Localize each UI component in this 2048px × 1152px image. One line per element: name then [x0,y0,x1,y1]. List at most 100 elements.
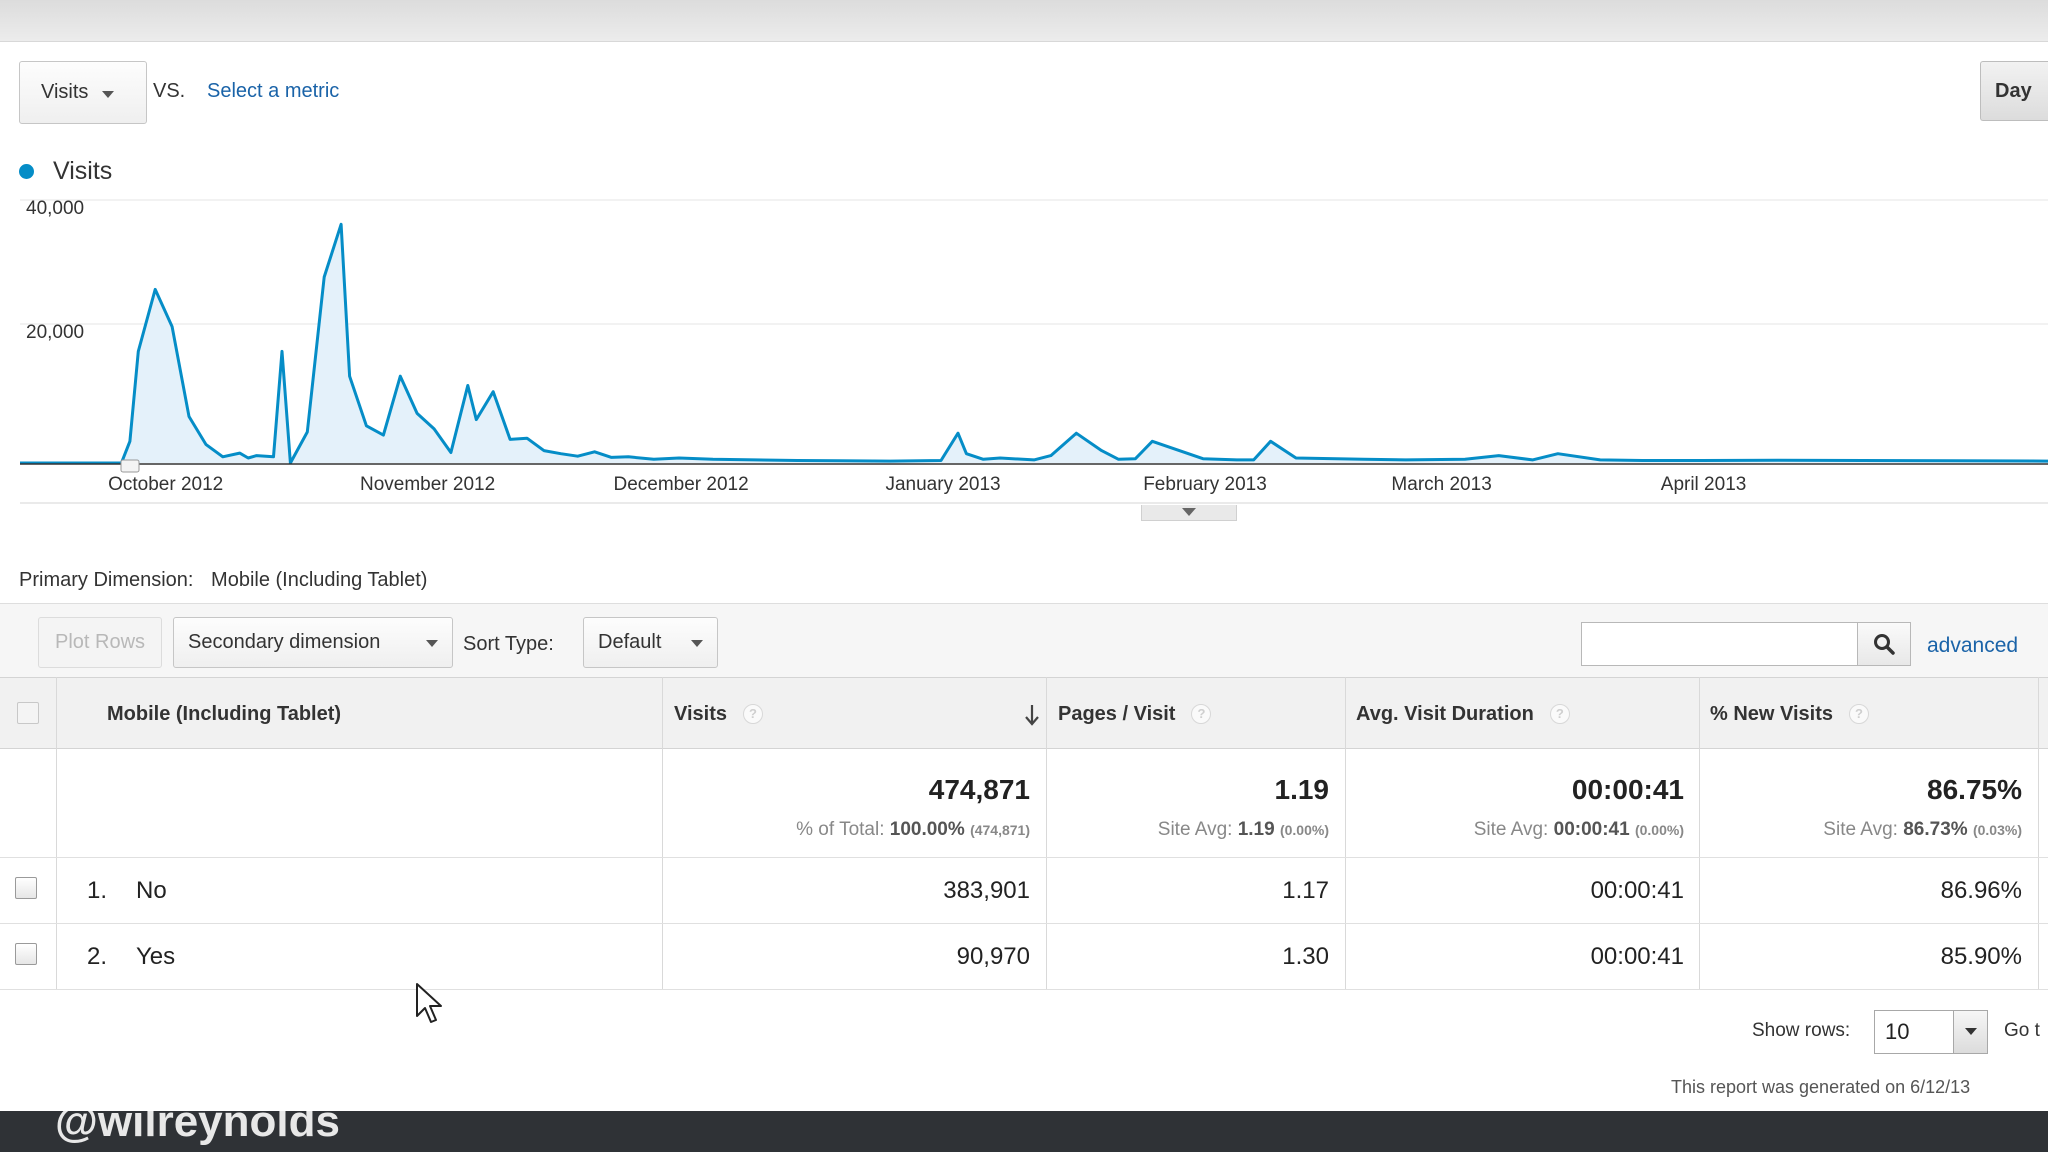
table-search-input[interactable] [1581,622,1858,666]
total-visits-sub-label: % of Total: [796,819,885,840]
help-icon[interactable]: ? [1849,704,1870,724]
row-visits: 90,970 [956,943,1030,970]
x-tick-label: December 2012 [613,474,748,495]
collapse-arrow-icon [1182,508,1196,516]
column-header-dimension[interactable]: Mobile (Including Tablet) [107,678,341,750]
mouse-cursor-icon [416,983,442,1023]
row-index: 1. [87,877,108,904]
row-avg-duration: 00:00:41 [1590,877,1684,904]
total-duration-sub-value: 00:00:41 [1553,819,1630,840]
x-tick-label: October 2012 [108,474,223,495]
search-button[interactable] [1857,622,1911,666]
vs-label: VS. [153,80,186,102]
help-icon[interactable]: ? [743,704,763,724]
total-duration-sub-extra: (0.00%) [1634,822,1684,838]
help-icon[interactable]: ? [1549,704,1570,724]
watermark-text: @wilreynolds [55,1111,340,1146]
browser-top-strip [0,0,2048,42]
row-visits: 383,901 [943,877,1030,904]
row-avg-duration: 00:00:41 [1590,943,1684,970]
row-dimension-link[interactable]: Yes [136,943,176,970]
visits-series-area [20,224,2048,463]
select-all-checkbox[interactable] [17,702,39,724]
row-checkbox[interactable] [15,877,37,899]
column-divider [56,677,57,990]
sort-descending-icon [1025,705,1039,726]
column-divider [1699,677,1700,990]
show-rows-label: Show rows: [1752,1020,1851,1041]
row-new-visits: 86.96% [1940,877,2022,904]
dropdown-arrow-icon [1953,1011,1987,1053]
secondary-dimension-dropdown[interactable]: Secondary dimension [173,617,453,668]
column-header-avg-visit-duration-label: Avg. Visit Duration [1356,702,1534,725]
column-header-new-visits[interactable]: % New Visits ? [1710,678,1870,750]
metric-dropdown-label: Visits [41,81,89,103]
sort-type-label: Sort Type: [463,633,554,655]
total-pages-sub: Site Avg: 1.19 (0.00%) [1158,819,1329,841]
total-visits-sub: % of Total: 100.00% (474,871) [796,819,1030,841]
secondary-dimension-label: Secondary dimension [188,631,381,653]
y-tick-label: 20,000 [26,322,84,343]
x-tick-label: November 2012 [360,474,495,495]
legend-dot-icon [19,164,34,179]
show-rows-value: 10 [1885,1019,1910,1044]
primary-dimension-value: Mobile (Including Tablet) [211,569,428,591]
chart-collapse-toggle[interactable] [1141,505,1237,521]
total-duration-sub-label: Site Avg: [1473,819,1549,840]
column-header-visits-label: Visits [674,702,727,725]
row-pages-visit: 1.17 [1282,877,1329,904]
advanced-link[interactable]: advanced [1927,634,2019,657]
x-tick-label: February 2013 [1143,474,1267,495]
table-header: Mobile (Including Tablet) Visits ? Pages… [0,677,2048,749]
total-new-visits: 86.75% [1927,774,2022,805]
y-tick-label: 40,000 [26,198,84,219]
column-header-pages-visit[interactable]: Pages / Visit ? [1058,678,1212,750]
total-new-sub-extra: (0.03%) [1972,822,2022,838]
total-new-sub-label: Site Avg: [1823,819,1898,840]
x-tick-label: January 2013 [885,474,1000,495]
total-new-visits-sub: Site Avg: 86.73% (0.03%) [1823,819,2022,841]
total-new-sub-value: 86.73% [1903,819,1968,840]
column-header-pages-visit-label: Pages / Visit [1058,702,1176,725]
row-new-visits: 85.90% [1940,943,2022,970]
report-generated-note: This report was generated on 6/12/13 [1671,1077,1971,1097]
total-pages-visit: 1.19 [1274,774,1330,805]
total-pages-sub-extra: (0.00%) [1279,822,1329,838]
total-pages-sub-value: 1.19 [1237,819,1275,840]
chevron-down-icon [691,640,703,647]
total-visits-sub-value: 100.00% [889,819,965,840]
chevron-down-icon [426,640,438,647]
x-tick-label: March 2013 [1391,474,1491,495]
visits-series-line [20,222,2048,465]
presenter-bar: @wilreynolds [0,1111,2048,1152]
visits-chart: 40,000 20,000 October 2012 November 2012 Dec… [20,198,2048,504]
total-visits-sub-extra: (474,871) [970,822,1030,838]
column-header-visits[interactable]: Visits ? [674,678,1044,750]
row-divider [0,923,2048,924]
plot-rows-button[interactable]: Plot Rows [38,617,162,668]
goto-label: Go t [2004,1020,2040,1041]
total-avg-duration: 00:00:41 [1571,774,1684,805]
sort-type-value: Default [598,631,662,653]
chevron-down-icon [102,90,115,98]
x-tick-label: April 2013 [1661,474,1747,495]
primary-dimension: Primary Dimension: Mobile (Including Tab… [19,569,427,592]
column-header-new-visits-label: % New Visits [1710,702,1834,725]
row-dimension-link[interactable]: No [136,877,167,904]
select-metric-link[interactable]: Select a metric [207,80,340,102]
day-button[interactable]: Day [1980,61,2048,121]
column-header-avg-visit-duration[interactable]: Avg. Visit Duration ? [1356,678,1570,750]
metric-dropdown[interactable]: Visits [19,61,147,124]
column-divider [1345,677,1346,990]
total-pages-sub-label: Site Avg: [1157,819,1233,840]
help-icon[interactable]: ? [1191,704,1212,724]
column-divider [662,677,663,990]
show-rows-dropdown[interactable]: 10 [1874,1010,1988,1054]
row-divider [0,989,2048,990]
table-toolbar: Plot Rows Secondary dimension Sort Type:… [0,603,2048,677]
row-checkbox[interactable] [15,943,37,965]
column-divider [1046,677,1047,990]
sort-type-dropdown[interactable]: Default [583,617,718,668]
search-icon [1874,634,1895,655]
total-duration-sub: Site Avg: 00:00:41 (0.00%) [1474,819,1684,841]
